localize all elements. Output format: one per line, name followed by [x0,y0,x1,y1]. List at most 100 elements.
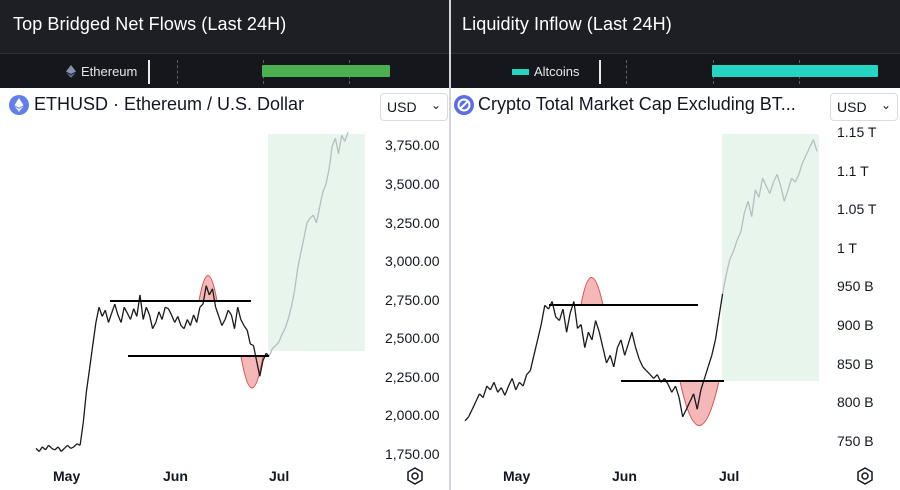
price-line-segment [678,397,684,418]
price-line-segment [57,446,62,452]
price-line-segment [278,334,283,343]
price-line-segment [511,378,517,391]
price-line-segment [82,391,88,423]
right-highlight-zone [722,134,819,381]
price-line-segment [751,189,756,217]
left-price-tick: 3,000.00 [385,253,440,269]
price-line-segment [696,389,702,410]
price-line-segment [67,444,72,449]
right-currency-select[interactable]: USD ⌄ [830,93,898,121]
right-header: Liquidity Inflow (Last 24H) [451,0,900,53]
price-line-segment [486,385,491,391]
price-line-segment [275,342,280,347]
price-line-segment [180,325,185,330]
price-line-segment [95,307,100,323]
right-price-tick: 900 B [837,317,874,333]
left-price-tick: 3,750.00 [385,137,440,153]
price-line-segment [205,285,210,296]
panel-divider [449,0,451,490]
settings-icon[interactable] [855,466,875,486]
price-line-segment [152,322,157,329]
price-line-segment [522,374,528,387]
price-line-segment [92,322,97,346]
price-line-segment [565,312,571,333]
price-line-segment [791,177,796,183]
price-line-segment [497,387,502,393]
price-line-segment [685,401,691,410]
price-line-segment [107,313,113,323]
price-line-segment [627,332,633,344]
price-line-segment [281,328,286,336]
price-line-segment [85,368,91,392]
right-price-tick: 950 B [837,278,874,294]
price-line-segment [798,162,804,175]
price-line-segment [312,214,318,224]
left-price-tick: 3,250.00 [385,215,440,231]
price-line-segment [638,358,644,368]
left-currency-select[interactable]: USD ⌄ [380,93,448,121]
price-line-segment [794,174,800,183]
price-line-segment [164,306,169,310]
price-line-segment [507,378,513,387]
price-line-segment [255,360,261,377]
left-header: Top Bridged Net Flows (Last 24H) [0,0,449,53]
price-line-segment [649,374,655,379]
price-line-segment [44,444,50,451]
price-line-segment [328,145,333,170]
price-line-segment [714,316,720,341]
price-line-segment [562,308,568,333]
price-line-segment [101,309,106,317]
left-price-chart[interactable] [0,0,449,490]
price-line-segment [634,347,640,360]
left-bottom-oval [240,355,264,389]
price-line-segment [35,447,40,452]
right-legend[interactable]: Altcoins [512,64,580,79]
price-line-segment [189,314,195,326]
price-line-segment [743,201,749,213]
price-line-segment [262,352,267,362]
price-line-segment [725,258,731,275]
left-price-tick: 3,500.00 [385,176,440,192]
right-top-oval [580,277,604,306]
price-line-segment [464,416,470,422]
altcoins-swatch-icon [512,68,529,75]
price-line-segment [754,189,760,198]
price-line-segment [246,330,251,345]
price-line-segment [177,316,182,326]
price-line-segment [667,384,673,393]
price-line-segment [707,355,713,368]
price-line-segment [740,212,746,233]
price-line-segment [54,446,59,451]
price-line-segment [271,345,276,350]
right-marketcap-chart[interactable] [451,0,900,490]
price-line-segment [776,174,782,187]
price-line-segment [558,308,564,321]
settings-icon[interactable] [405,466,425,486]
price-line-segment [145,306,151,316]
price-line-segment [230,314,236,329]
left-flow-bar-row: Ethereum [0,53,449,88]
left-header-title: Top Bridged Net Flows (Last 24H) [13,14,287,34]
price-line-segment [605,355,611,364]
left-price-tick: 2,750.00 [385,292,440,308]
price-line-segment [544,304,549,310]
price-line-segment [341,135,346,142]
left-price-series [35,131,349,452]
price-line-segment [569,301,575,314]
price-line-segment [540,305,546,325]
price-line-segment [584,332,590,348]
price-line-segment [736,231,742,241]
price-line-segment [769,181,775,194]
price-line-segment [142,307,147,320]
price-line-segment [88,345,94,369]
price-line-segment [613,347,619,368]
price-line-segment [533,339,539,356]
price-line-segment [598,332,604,348]
left-flow-value-bar [262,65,390,77]
price-line-segment [110,303,116,314]
left-legend[interactable]: Ethereum [66,64,137,79]
price-line-segment [250,343,254,347]
price-line-segment [268,348,274,357]
price-line-segment [529,355,535,371]
price-line-segment [515,382,520,391]
